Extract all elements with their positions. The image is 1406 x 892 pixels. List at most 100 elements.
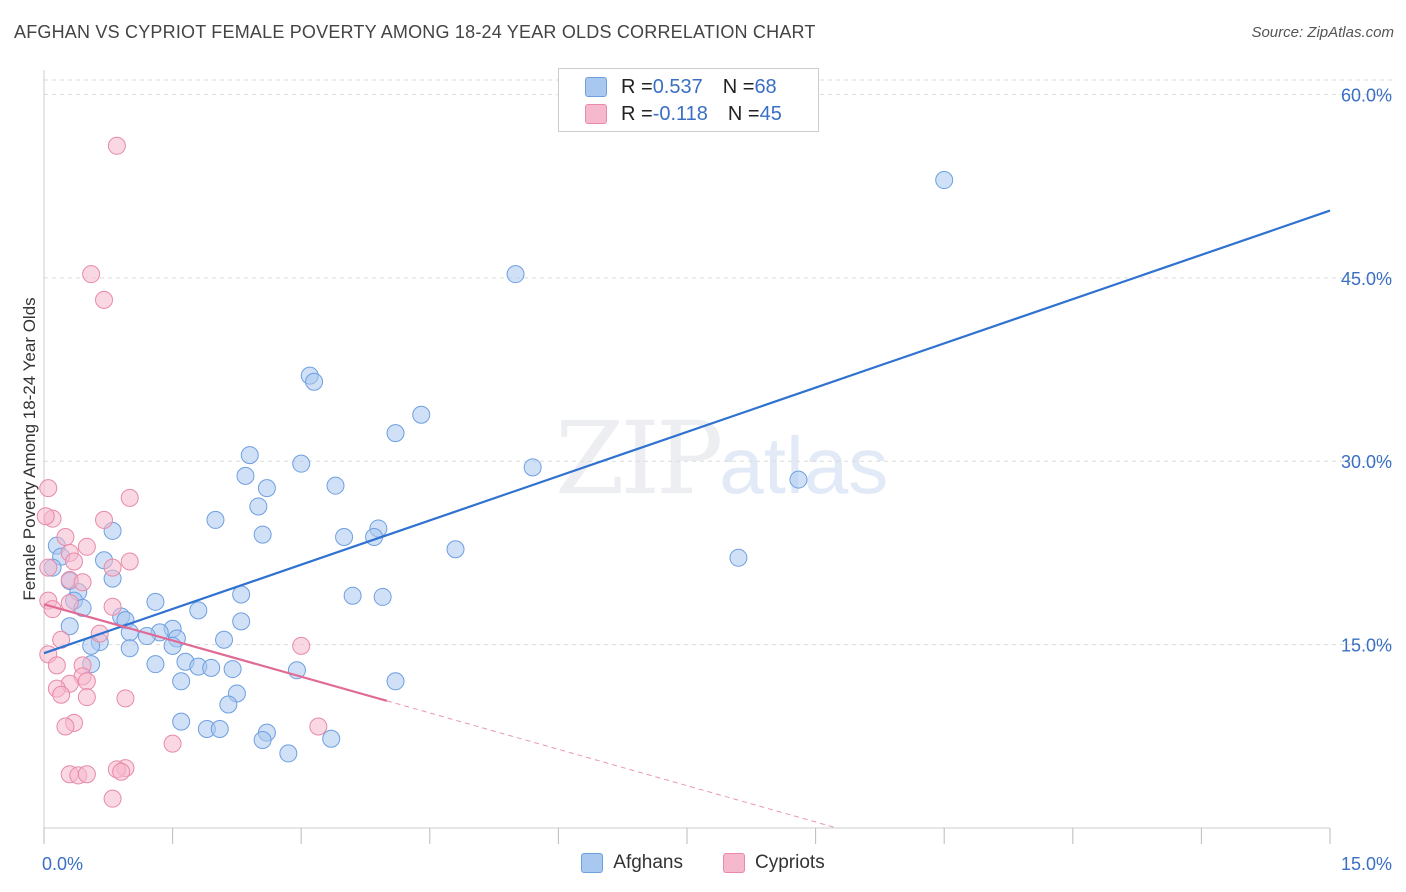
watermark-atlas: atlas: [719, 421, 889, 510]
afghan-point: [120, 639, 139, 658]
afghan-point: [232, 612, 251, 631]
afghan-point: [257, 479, 276, 498]
afghan-point: [343, 586, 362, 605]
afghan-point: [189, 601, 208, 620]
cypriot-point: [163, 734, 182, 753]
afghan-point: [506, 265, 525, 284]
afghan-point: [386, 672, 405, 691]
afghan-point: [335, 528, 354, 547]
cypriot-point: [309, 717, 328, 736]
afghan-point: [146, 655, 165, 674]
legend-box: R = 0.537 N = 68 R = -0.118 N = 45: [558, 68, 819, 132]
cypriot-point: [103, 789, 122, 808]
afghan-point: [202, 658, 221, 677]
cypriot-point: [77, 537, 96, 556]
cypriot-point: [103, 597, 122, 616]
afghan-point: [232, 585, 251, 604]
cypriot-point: [39, 558, 58, 577]
watermark: ZIPatlas: [555, 400, 888, 517]
bottom-legend-label-cypriots: Cypriots: [755, 852, 825, 873]
afghan-point: [236, 466, 255, 485]
chart-title: AFGHAN VS CYPRIOT FEMALE POVERTY AMONG 1…: [14, 22, 816, 42]
afghan-point: [240, 446, 259, 465]
legend-row-afghans: R = 0.537 N = 68: [585, 75, 777, 99]
legend-r-label: R =: [621, 102, 653, 125]
cypriot-point: [77, 765, 96, 784]
cypriot-point: [39, 479, 58, 498]
afghan-point: [292, 454, 311, 473]
cypriot-point: [73, 573, 92, 592]
afghan-point: [210, 719, 229, 738]
afghan-point: [172, 712, 191, 731]
cypriot-point: [95, 510, 114, 529]
afghan-point: [523, 458, 542, 477]
cypriot-trend-extension: [386, 700, 837, 829]
legend-r-value: -0.118: [652, 102, 708, 125]
afghan-point: [305, 372, 324, 391]
afghan-point: [412, 405, 431, 424]
y-tick-label: 45.0%: [1341, 269, 1392, 289]
afghan-point: [322, 729, 341, 748]
afghan-point: [146, 592, 165, 611]
afghan-point: [253, 730, 272, 749]
bottom-legend-afghans[interactable]: Afghans: [581, 852, 683, 874]
legend-n-label: N =: [727, 102, 760, 125]
legend-row-cypriots: R = -0.118 N = 45: [585, 102, 782, 126]
cypriot-point: [36, 507, 55, 526]
legend-swatch-cypriots: [585, 104, 607, 124]
cypriot-point: [95, 290, 114, 309]
cypriot-point: [107, 136, 126, 155]
legend-r-label: R =: [621, 75, 653, 98]
legend-n-label: N =: [722, 75, 755, 98]
source-label: Source: ZipAtlas.com: [1251, 24, 1394, 41]
cypriot-point: [52, 685, 71, 704]
bottom-legend-swatch-cypriots: [723, 853, 746, 873]
y-axis-label: Female Poverty Among 18-24 Year Olds: [20, 297, 39, 600]
afghan-point: [789, 470, 808, 489]
cypriot-trend-line: [43, 603, 388, 702]
x-tick-label: 15.0%: [1341, 854, 1392, 874]
cypriot-point: [77, 672, 96, 691]
afghan-point: [326, 476, 345, 495]
cypriot-point: [112, 762, 131, 781]
legend-n-value: 45: [759, 102, 782, 125]
legend-swatch-afghans: [585, 77, 607, 97]
y-tick-label: 30.0%: [1341, 452, 1392, 472]
cypriot-point: [65, 552, 84, 571]
afghan-point: [279, 744, 298, 763]
cypriot-point: [103, 558, 122, 577]
y-tick-label: 15.0%: [1341, 636, 1392, 656]
y-tick-label: 60.0%: [1341, 85, 1392, 105]
legend-r-value: 0.537: [652, 75, 703, 98]
afghan-point: [249, 497, 268, 516]
cypriot-point: [77, 688, 96, 707]
x-tick-label: 0.0%: [42, 854, 83, 874]
afghan-point: [386, 424, 405, 443]
bottom-legend-label-afghans: Afghans: [613, 852, 684, 873]
cypriot-point: [116, 689, 135, 708]
afghan-trend-line: [43, 209, 1331, 655]
afghan-point: [373, 587, 392, 606]
cypriot-point: [56, 528, 75, 547]
bottom-legend: Afghans Cypriots: [0, 852, 1406, 874]
watermark-zip: ZIP: [555, 400, 723, 517]
cypriot-point: [120, 552, 139, 571]
bottom-legend-swatch-afghans: [581, 853, 604, 873]
cypriot-point: [47, 656, 66, 675]
afghan-point: [172, 672, 191, 691]
bottom-legend-cypriots[interactable]: Cypriots: [723, 852, 825, 874]
afghan-point: [223, 660, 242, 679]
afghan-point: [215, 630, 234, 649]
cypriot-point: [292, 636, 311, 655]
cypriot-point: [56, 717, 75, 736]
cypriot-point: [82, 265, 101, 284]
afghan-point: [219, 695, 238, 714]
afghan-point: [729, 548, 748, 567]
cypriot-point: [120, 488, 139, 507]
afghan-point: [935, 171, 954, 190]
legend-n-value: 68: [754, 75, 777, 98]
afghan-point: [206, 510, 225, 529]
afghan-point: [253, 525, 272, 544]
afghan-point: [446, 540, 465, 559]
